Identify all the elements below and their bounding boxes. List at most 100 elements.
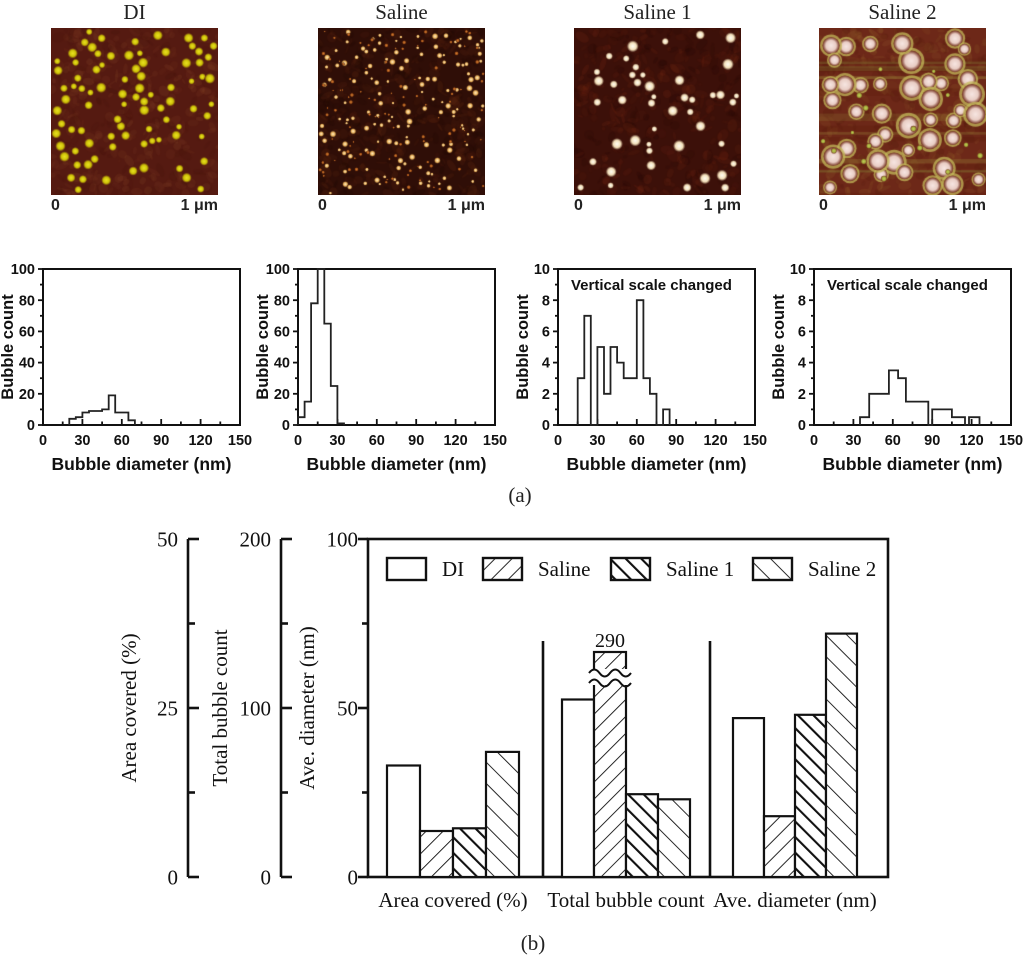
y-tick-label: 8 [798,293,806,309]
afm-panel-title: Saline 2 [868,0,937,24]
scale-bar-start-label: 0 [574,197,583,214]
x-tick-label: 0 [294,433,302,449]
x-tick-label: 90 [924,433,940,449]
afm-panel-title: Saline 1 [623,0,692,24]
x-tick-label: 150 [999,433,1023,449]
x-tick-label: 60 [369,433,385,449]
y-tick-label: 0 [542,418,550,434]
x-tick-label: 0 [810,433,818,449]
bar-area-covered--saline-2 [484,750,521,879]
scale-note: Vertical scale changed [571,277,732,294]
bar-total-bubble-count-saline-1 [624,793,660,879]
legend-swatch [481,556,524,582]
plot-frame [297,268,496,426]
y-axis-title: Bubble count [255,294,272,400]
scale-bar: 0 1 μm [819,197,986,215]
y-tick-label: 10 [534,262,550,278]
axis-break-squiggle [588,668,632,678]
axis-tick-label: 0 [261,865,272,889]
y-tick-label: 100 [11,262,35,278]
axis-tick-label: 100 [240,696,272,720]
axis-tick-label: 0 [168,865,179,889]
y-tick-label: 40 [19,356,35,372]
x-tick-label: 30 [589,433,605,449]
bar-ave-diameter-nm--saline [762,815,797,879]
scale-bar: 0 1 μm [574,197,741,215]
x-tick-label: 120 [959,433,983,449]
afm-image-saline-2 [819,28,986,195]
group-label: Area covered (%) [378,888,527,912]
bar-ave-diameter-nm--di [731,717,766,879]
x-tick-label: 150 [743,433,767,449]
y-axis-title: Bubble count [0,294,17,400]
histogram-outline [859,369,981,426]
afm-image-saline-1 [574,28,741,195]
plot-frame [42,268,241,426]
x-tick-label: 60 [114,433,130,449]
y-tick-label: 4 [542,356,550,372]
afm-panel-di: DI 0 1 μm [51,0,218,215]
caption-b: (b) [520,931,546,955]
bar-area-covered--saline-1 [451,827,488,879]
scale-note: Vertical scale changed [827,277,988,294]
scale-bar: 0 1 μm [51,197,218,215]
bar-value-label: 290 [595,630,625,652]
bar-ave-diameter-nm--saline-1 [793,713,828,879]
x-tick-label: 120 [188,433,212,449]
bar-area-covered--di [385,764,422,879]
axis-tick-label: 0 [348,865,359,889]
axis-tick-label: 100 [327,527,359,551]
x-axis-title: Bubble diameter (nm) [52,454,232,474]
legend-label: Saline [538,557,591,581]
afm-panel-title: DI [123,0,146,24]
bar-area-covered--saline [418,829,455,879]
y-tick-label: 80 [19,293,35,309]
legend-swatch [751,556,794,582]
y-tick-label: 4 [798,356,806,372]
axis-tick-label: 25 [157,696,178,720]
afm-image-di [51,28,218,195]
legend-label: Saline 1 [666,557,734,581]
bar-total-bubble-count-saline [592,650,628,879]
legend-item-di: DI [385,556,464,582]
afm-panel-saline: Saline 0 1 μm [318,0,485,215]
scale-bar: 0 1 μm [318,197,485,215]
x-tick-label: 120 [443,433,467,449]
y-axis-title: Bubble count [515,294,532,400]
scale-bar-end-label: 1 μm [948,197,986,214]
y-tick-label: 2 [542,387,550,403]
legend-swatch [609,556,652,582]
caption-a: (a) [508,483,532,507]
legend-label: Saline 2 [808,557,876,581]
x-tick-label: 90 [668,433,684,449]
histogram-outline [576,299,671,426]
x-axis-title: Bubble diameter (nm) [823,454,1003,474]
y-tick-label: 60 [19,324,35,340]
x-tick-label: 150 [483,433,507,449]
legend-swatch [385,556,428,582]
x-tick-label: 120 [703,433,727,449]
bar-ave-diameter-nm--saline-2 [824,632,859,879]
group-label: Total bubble count [547,888,704,912]
x-tick-label: 150 [228,433,252,449]
axis-break-squiggle [588,678,632,688]
y-tick-label: 60 [274,324,290,340]
axis-tick-label: 50 [157,527,178,551]
histogram-saline: 0 20 40 60 80 100 0 30 60 90 120 150 Bubble count Bub… [255,262,507,474]
group-label: Ave. diameter (nm) [713,888,876,912]
y-tick-label: 0 [27,418,35,434]
y-tick-label: 0 [798,418,806,434]
afm-panel-title: Saline [375,0,428,24]
y-tick-label: 2 [798,387,806,403]
y-tick-label: 6 [542,324,550,340]
legend-item-saline: Saline [481,556,591,582]
scale-bar-start-label: 0 [51,197,60,214]
afm-image-saline [318,28,485,195]
y-tick-label: 40 [274,356,290,372]
scale-bar-start-label: 0 [819,197,828,214]
y-tick-label: 100 [266,262,290,278]
histogram-outline [68,394,136,425]
y-tick-label: 0 [282,418,290,434]
legend-label: DI [442,557,464,581]
